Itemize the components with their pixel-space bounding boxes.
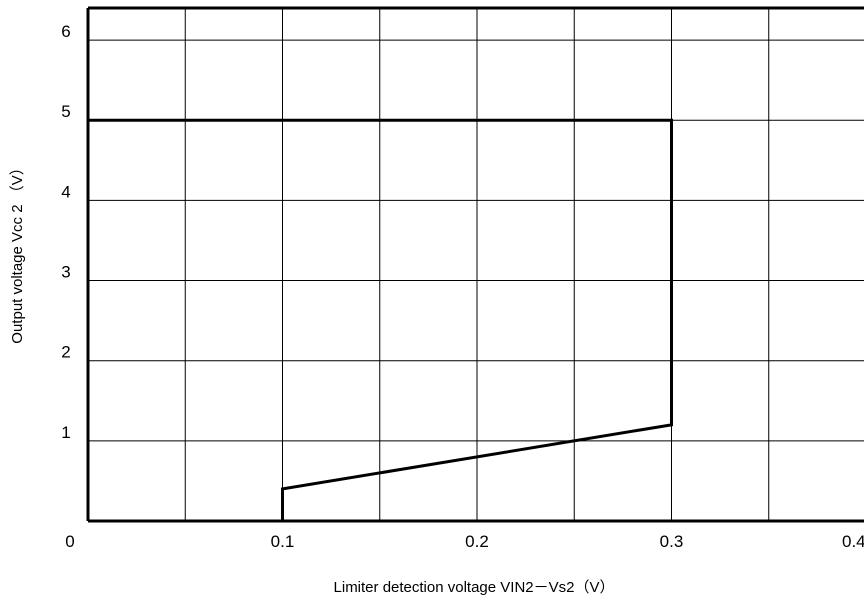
y-tick-label: 1 xyxy=(61,423,70,442)
x-tick-labels: 0 0.1 0.2 0.3 0.4 xyxy=(65,532,864,551)
x-tick-label: 0.3 xyxy=(660,532,684,551)
y-tick-label: 6 xyxy=(61,22,70,41)
y-tick-label: 4 xyxy=(61,182,70,201)
x-tick-label: 0.4 xyxy=(842,532,864,551)
y-axis-label: Output voltage Vcc 2 （V） xyxy=(9,160,26,343)
series-layer xyxy=(88,118,673,521)
grid xyxy=(88,8,864,521)
y-tick-labels: 1 2 3 4 5 6 xyxy=(61,22,70,442)
x-axis-label: Limiter detection voltage VIN2－Vs2（V） xyxy=(334,579,615,596)
x-tick-label: 0 xyxy=(65,532,74,551)
x-tick-label: 0.1 xyxy=(271,532,295,551)
plot-frame xyxy=(86,6,864,523)
series-line-1 xyxy=(88,118,673,521)
y-tick-label: 3 xyxy=(61,263,70,282)
y-tick-label: 2 xyxy=(61,343,70,362)
y-tick-label: 5 xyxy=(61,102,70,121)
x-tick-label: 0.2 xyxy=(465,532,489,551)
